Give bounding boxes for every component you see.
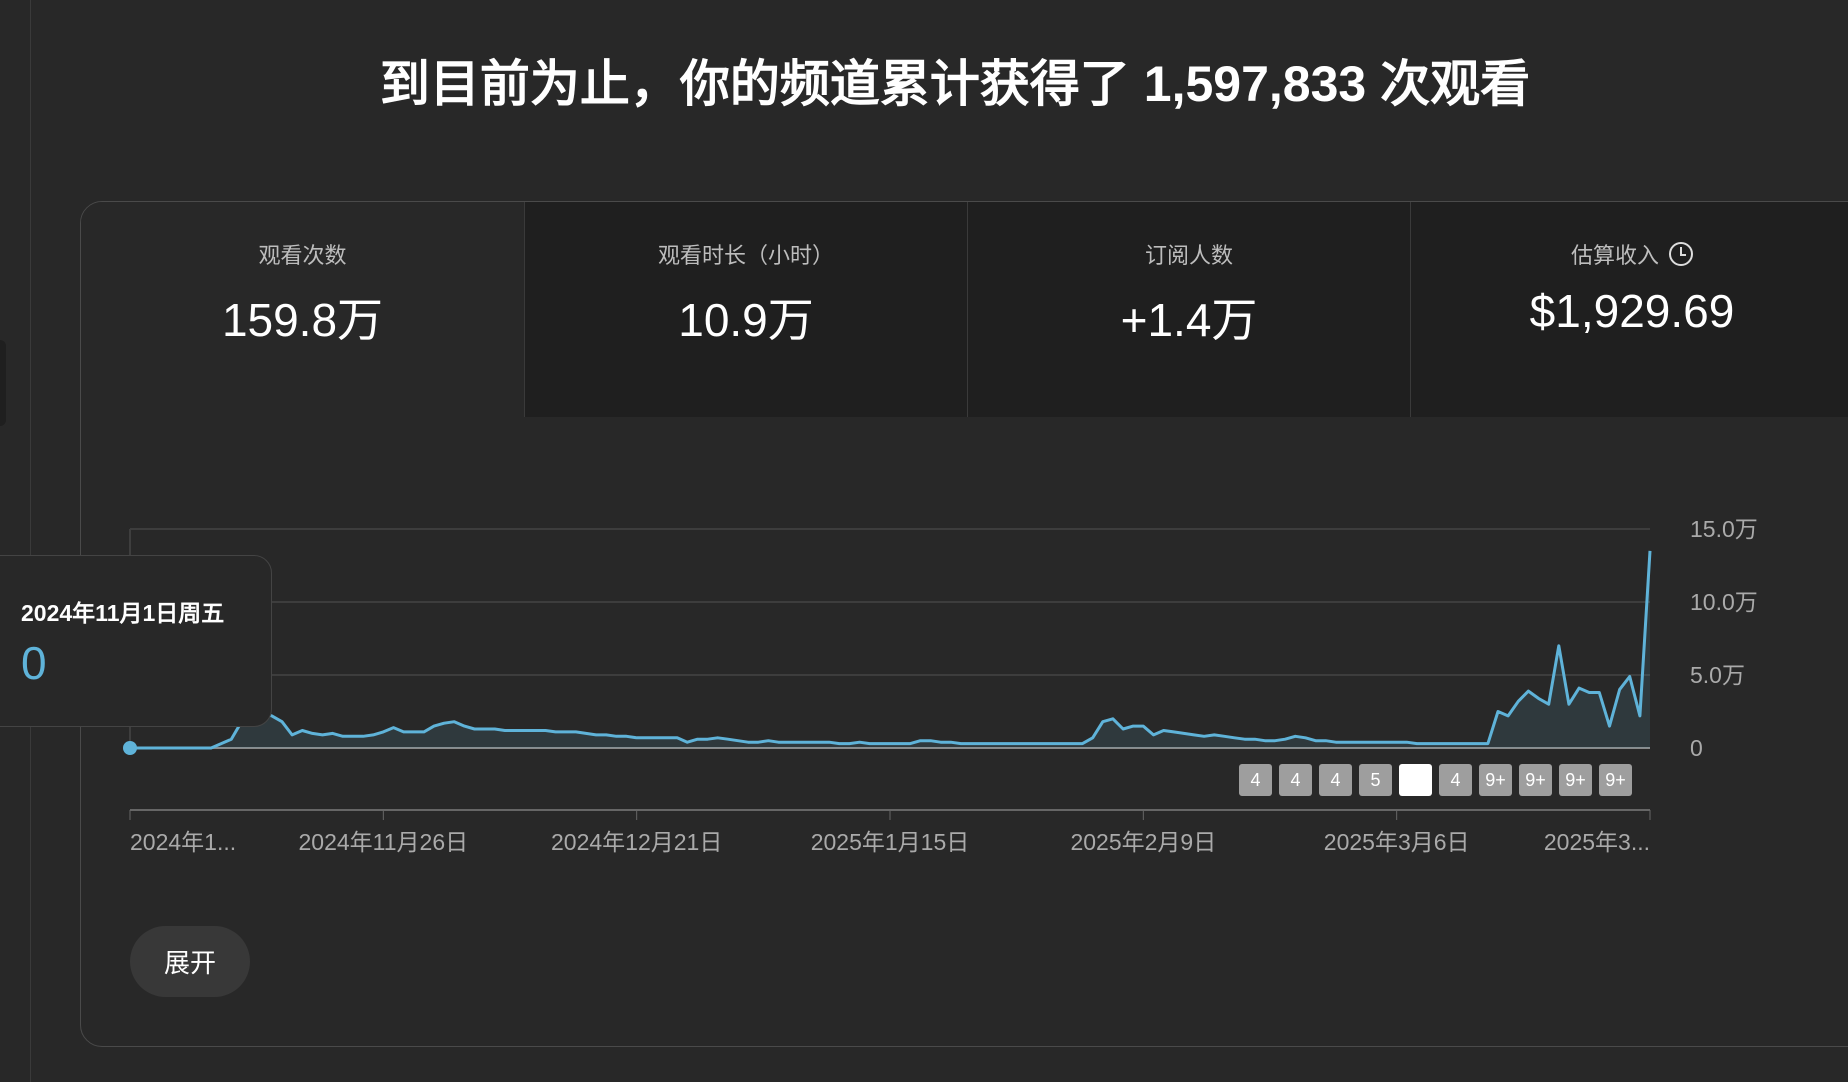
metric-tab-subscribers[interactable]: 订阅人数 +1.4万 <box>967 202 1410 417</box>
video-marker[interactable]: 4 <box>1439 764 1472 796</box>
clock-icon[interactable] <box>1669 242 1693 266</box>
x-tick-label: 2025年1月15日 <box>811 829 970 855</box>
series-area <box>130 550 1650 748</box>
metric-label: 观看时长（小时） <box>657 243 834 268</box>
tooltip-date: 2024年11月1日周五 <box>21 600 225 626</box>
hover-point <box>123 741 137 755</box>
metric-label: 订阅人数 <box>1144 243 1233 268</box>
video-marker[interactable]: 4 <box>1319 764 1352 796</box>
x-tick-label: 2025年2月9日 <box>1070 829 1216 855</box>
sidebar-handle[interactable] <box>0 340 6 426</box>
metric-value: +1.4万 <box>1120 294 1258 346</box>
page-title: 到目前为止，你的频道累计获得了 1,597,833 次观看 <box>379 56 1531 112</box>
video-marker[interactable]: 9+ <box>1479 764 1512 796</box>
metric-tab-revenue[interactable]: 估算收入 $1,929.69 <box>1410 202 1848 417</box>
video-marker[interactable]: 9+ <box>1599 764 1632 796</box>
x-tick-label: 2025年3月6日 <box>1324 829 1470 855</box>
video-marker[interactable]: 4 <box>1279 764 1312 796</box>
video-marker[interactable]: 9+ <box>1519 764 1552 796</box>
video-marker[interactable]: 5 <box>1359 764 1392 796</box>
x-tick-label: 2024年1... <box>130 829 236 855</box>
metric-value: $1,929.69 <box>1529 285 1735 337</box>
metric-tab-watch-time[interactable]: 观看时长（小时） 10.9万 <box>524 202 967 417</box>
video-markers: 4 4 4 5 4 9+ 9+ 9+ 9+ <box>1239 764 1632 796</box>
metric-tabs: 观看次数 159.8万 观看时长（小时） 10.9万 订阅人数 +1.4万 估算… <box>81 202 1848 417</box>
metric-value: 159.8万 <box>221 294 384 346</box>
video-marker[interactable]: 4 <box>1239 764 1272 796</box>
y-tick-label: 0 <box>1690 735 1703 761</box>
y-tick-label: 15.0万 <box>1690 516 1758 542</box>
metric-label: 观看次数 <box>258 243 347 268</box>
chart-tooltip: 2024年11月1日周五 0 <box>0 555 272 727</box>
metric-tab-views[interactable]: 观看次数 159.8万 <box>81 202 524 417</box>
analytics-panel: 观看次数 159.8万 观看时长（小时） 10.9万 订阅人数 +1.4万 估算… <box>80 201 1848 1047</box>
y-tick-label: 5.0万 <box>1690 662 1745 688</box>
x-tick-label: 2024年12月21日 <box>551 829 722 855</box>
expand-button[interactable]: 展开 <box>130 926 250 997</box>
x-tick-label: 2024年11月26日 <box>299 829 469 855</box>
metric-value: 10.9万 <box>678 294 814 346</box>
x-tick-label: 2025年3... <box>1544 829 1650 855</box>
metric-label: 估算收入 <box>1570 243 1659 268</box>
series-line <box>130 550 1652 750</box>
y-tick-label: 10.0万 <box>1690 589 1758 615</box>
sidebar-divider <box>30 0 31 1082</box>
tooltip-value: 0 <box>21 637 47 689</box>
video-marker-selected[interactable] <box>1399 764 1432 796</box>
video-marker[interactable]: 9+ <box>1559 764 1592 796</box>
